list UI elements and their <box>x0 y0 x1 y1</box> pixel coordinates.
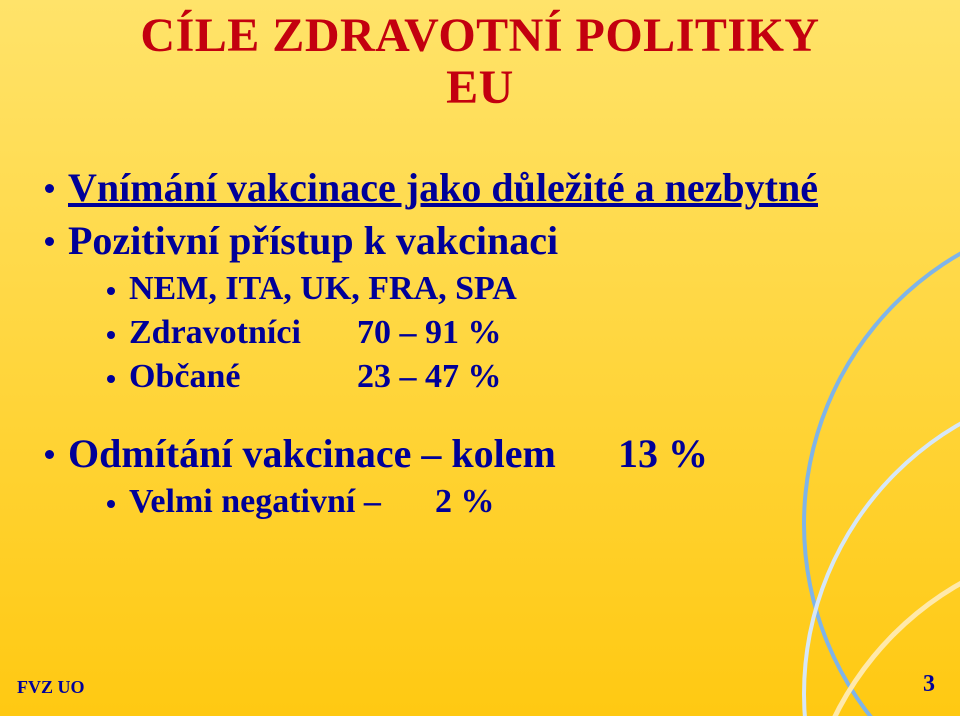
slide-footer: FVZ UO 3 <box>17 671 935 698</box>
slide: CÍLE ZDRAVOTNÍ POLITIKY EU Vnímání vakci… <box>0 0 960 716</box>
bullet-icon <box>107 375 115 383</box>
bullet-text: NEM, ITA, UK, FRA, SPA <box>129 270 517 308</box>
slide-title: CÍLE ZDRAVOTNÍ POLITIKY EU <box>0 10 960 114</box>
row-value: 23 – 47 % <box>357 358 502 396</box>
title-line-2: EU <box>0 62 960 114</box>
footer-left: FVZ UO <box>17 677 85 698</box>
slide-number: 3 <box>923 671 935 698</box>
bullet-refusal: Odmítání vakcinace – kolem 13 % <box>45 430 915 477</box>
row-label: Odmítání vakcinace – kolem <box>68 430 618 477</box>
bullet-icon <box>45 237 54 246</box>
bullet-countries: NEM, ITA, UK, FRA, SPA <box>107 270 915 308</box>
bullet-icon <box>107 287 115 295</box>
bullet-icon <box>45 450 54 459</box>
row-value: 70 – 91 % <box>357 314 502 352</box>
bullet-perception: Vnímání vakcinace jako důležité a nezbyt… <box>45 164 915 211</box>
bullet-health-workers: Zdravotníci 70 – 91 % <box>107 314 915 352</box>
bullet-icon <box>107 500 115 508</box>
slide-content: Vnímání vakcinace jako důležité a nezbyt… <box>45 164 915 527</box>
bullet-positive-approach: Pozitivní přístup k vakcinaci <box>45 217 915 264</box>
bullet-text: Pozitivní přístup k vakcinaci <box>68 217 558 264</box>
bullet-citizens: Občané 23 – 47 % <box>107 358 915 396</box>
row-label: Občané <box>129 358 357 396</box>
bullet-icon <box>45 184 54 193</box>
spacer <box>45 402 915 430</box>
row-label: Zdravotníci <box>129 314 357 352</box>
bullet-icon <box>107 331 115 339</box>
row-value: 2 % <box>435 483 495 521</box>
bullet-text: Vnímání vakcinace jako důležité a nezbyt… <box>68 164 818 211</box>
row-value: 13 % <box>618 430 708 477</box>
bullet-very-negative: Velmi negativní – 2 % <box>107 483 915 521</box>
row-label: Velmi negativní – <box>129 483 435 521</box>
title-line-1: CÍLE ZDRAVOTNÍ POLITIKY <box>0 10 960 62</box>
